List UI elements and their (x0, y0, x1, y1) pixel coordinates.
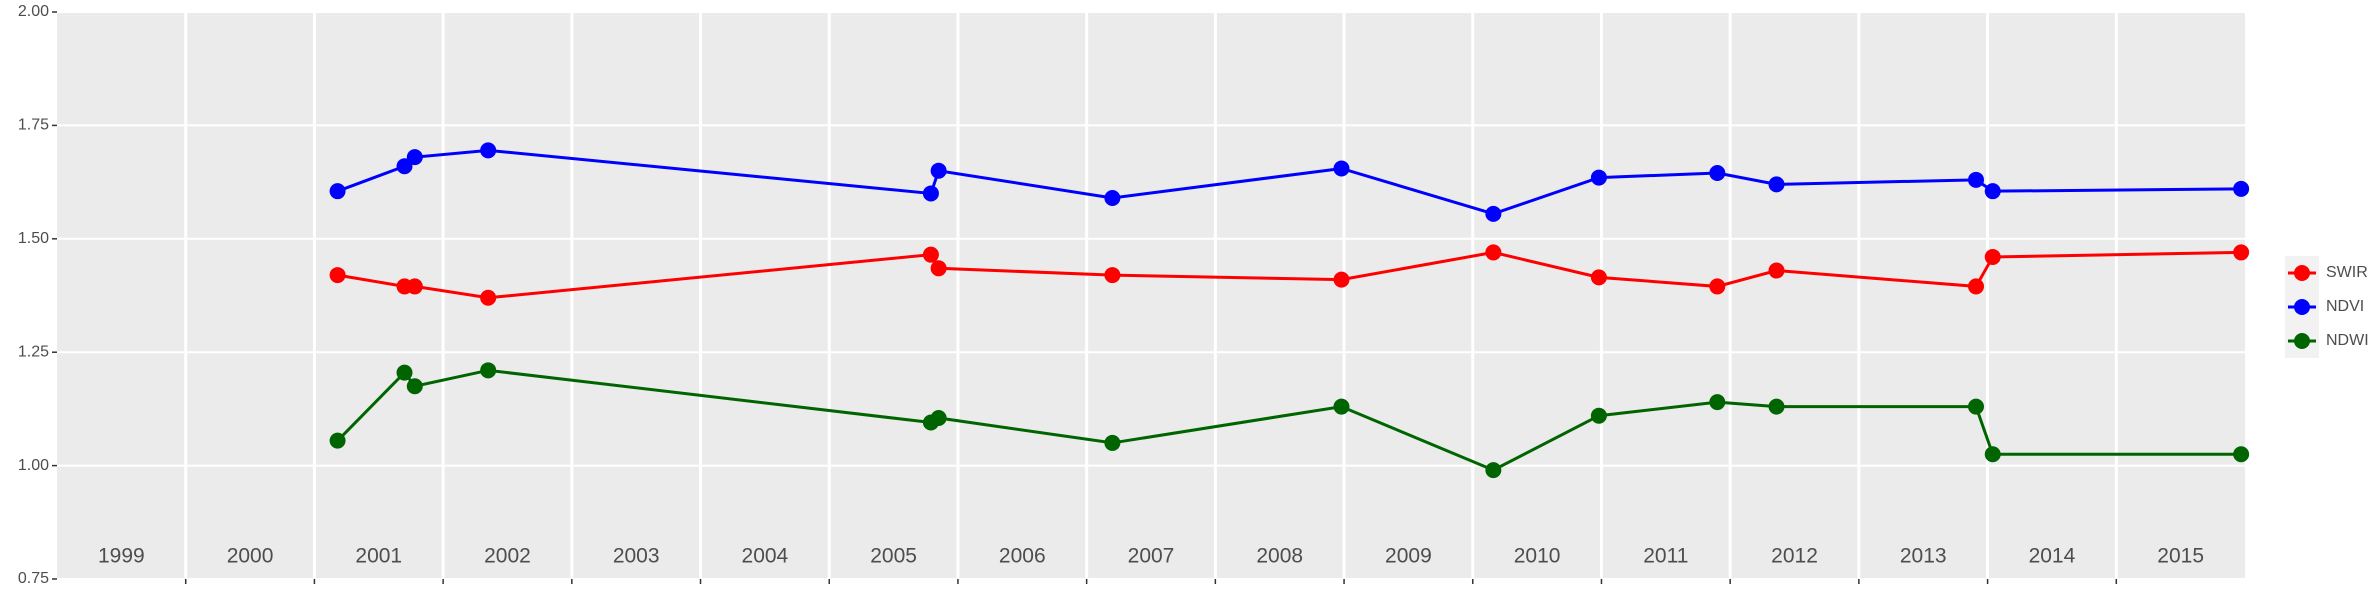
legend-label: NDVI (2326, 298, 2364, 315)
data-point (1709, 278, 1726, 295)
year-annotation: 2011 (1643, 545, 1688, 568)
y-tick-label: 2.00 (18, 3, 49, 20)
data-point (930, 260, 947, 277)
year-annotation: 2005 (870, 545, 917, 568)
data-point (1768, 176, 1785, 193)
data-point (480, 362, 497, 379)
data-point (1104, 267, 1121, 284)
year-annotation: 2006 (999, 545, 1046, 568)
data-point (1333, 271, 1350, 288)
data-point (1104, 434, 1121, 451)
data-point (2233, 244, 2250, 261)
data-point (930, 162, 947, 179)
data-point (1968, 171, 1985, 188)
data-point (406, 149, 423, 166)
year-annotation: 2000 (227, 545, 274, 568)
data-point (1984, 446, 2001, 463)
data-point (1590, 407, 1607, 424)
year-annotation: 2010 (1514, 545, 1561, 568)
data-point (1709, 165, 1726, 182)
data-point (1485, 205, 1502, 222)
data-point (329, 183, 346, 200)
data-point (1590, 269, 1607, 286)
legend-key-point (2294, 333, 2310, 349)
data-point (1709, 394, 1726, 411)
data-point (1984, 183, 2001, 200)
data-point (1333, 398, 1350, 415)
data-point (406, 378, 423, 395)
plot-panel (57, 12, 2245, 579)
y-tick-label: 1.25 (18, 343, 49, 360)
year-annotation: 2002 (484, 545, 531, 568)
data-point (2233, 180, 2250, 197)
legend-label: SWIR (2326, 264, 2368, 281)
data-point (1590, 169, 1607, 186)
data-point (1768, 262, 1785, 279)
data-point (1768, 398, 1785, 415)
data-point (329, 432, 346, 449)
year-annotation: 2009 (1385, 545, 1432, 568)
year-annotation: 2015 (2157, 545, 2204, 568)
year-annotation: 2008 (1256, 545, 1303, 568)
data-point (396, 158, 413, 175)
data-point (930, 409, 947, 426)
data-point (2233, 446, 2250, 463)
y-tick-label: 1.00 (18, 457, 49, 474)
y-tick-label: 1.50 (18, 230, 49, 247)
data-point (1333, 160, 1350, 177)
year-annotation: 2012 (1771, 545, 1818, 568)
year-annotation: 1999 (98, 545, 145, 568)
legend-key-point (2294, 299, 2310, 315)
year-annotation: 2013 (1900, 545, 1947, 568)
data-point (922, 185, 939, 202)
data-point (480, 289, 497, 306)
data-point (1485, 244, 1502, 261)
legend-label: NDWI (2326, 332, 2369, 349)
data-point (1984, 248, 2001, 265)
year-annotation: 2004 (742, 545, 789, 568)
legend-key-point (2294, 265, 2310, 281)
data-point (922, 246, 939, 263)
year-annotation: 2007 (1128, 545, 1175, 568)
year-annotation: 2014 (2029, 545, 2076, 568)
year-annotation: 2003 (613, 545, 660, 568)
data-point (329, 267, 346, 284)
y-tick-label: 0.75 (18, 570, 49, 587)
y-tick-label: 1.75 (18, 117, 49, 134)
data-point (406, 278, 423, 295)
data-point (480, 142, 497, 159)
data-point (1104, 189, 1121, 206)
data-point (1968, 398, 1985, 415)
data-point (1485, 462, 1502, 479)
data-point (1968, 278, 1985, 295)
data-point (396, 364, 413, 381)
year-annotation: 2001 (355, 545, 402, 568)
